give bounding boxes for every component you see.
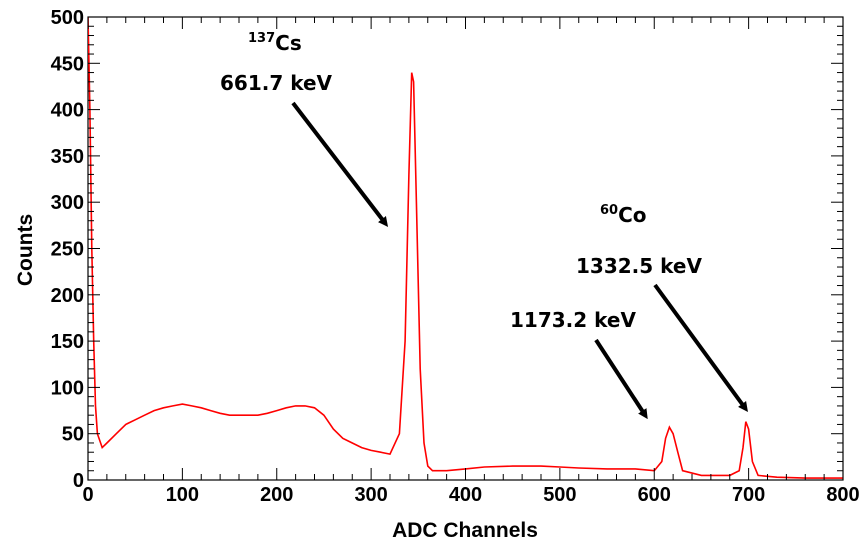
annotation-cs137-label: 137Cs [248,31,302,55]
annotation-co60-energy-1332: 1332.5 keV [576,254,702,278]
annotation-co60-energy-1173: 1173.2 keV [510,308,636,332]
axis-tick-labels: 0 100 200 300 400 500 600 700 800 0 50 100 150 200 250… [51,7,860,506]
y-tick-label: 250 [51,239,84,261]
annotation-co60-label: 60Co [600,203,647,227]
x-tick-label: 300 [354,484,387,506]
y-tick-label: 300 [51,192,84,214]
y-tick-label: 150 [51,331,84,353]
y-tick-label: 50 [62,424,84,446]
x-tick-label: 0 [82,484,93,506]
arrow-co60-1332 [653,283,748,413]
x-tick-label: 200 [260,484,293,506]
x-tick-label: 500 [543,484,576,506]
plot-frame [87,16,844,481]
y-tick-label: 500 [51,7,84,29]
arrow-cs137 [291,101,389,227]
y-tick-label: 200 [51,285,84,307]
y-tick-label: 100 [51,377,84,399]
axis-ticks [87,16,844,481]
x-tick-label: 100 [166,484,199,506]
x-tick-label: 600 [638,484,671,506]
annotation-cs137-energy: 661.7 keV [220,71,333,95]
y-tick-label: 350 [51,146,84,168]
series-line-0 [88,17,843,479]
arrow-co60-1173 [594,338,648,420]
plot-area [87,16,844,481]
x-tick-label: 400 [449,484,482,506]
y-axis-title: Counts [14,214,37,286]
x-axis-title: ADC Channels [392,519,538,542]
x-tick-label: 800 [826,484,859,506]
y-tick-label: 450 [51,53,84,75]
y-tick-label: 400 [51,100,84,122]
x-tick-label: 700 [732,484,765,506]
y-tick-label: 0 [73,470,84,492]
